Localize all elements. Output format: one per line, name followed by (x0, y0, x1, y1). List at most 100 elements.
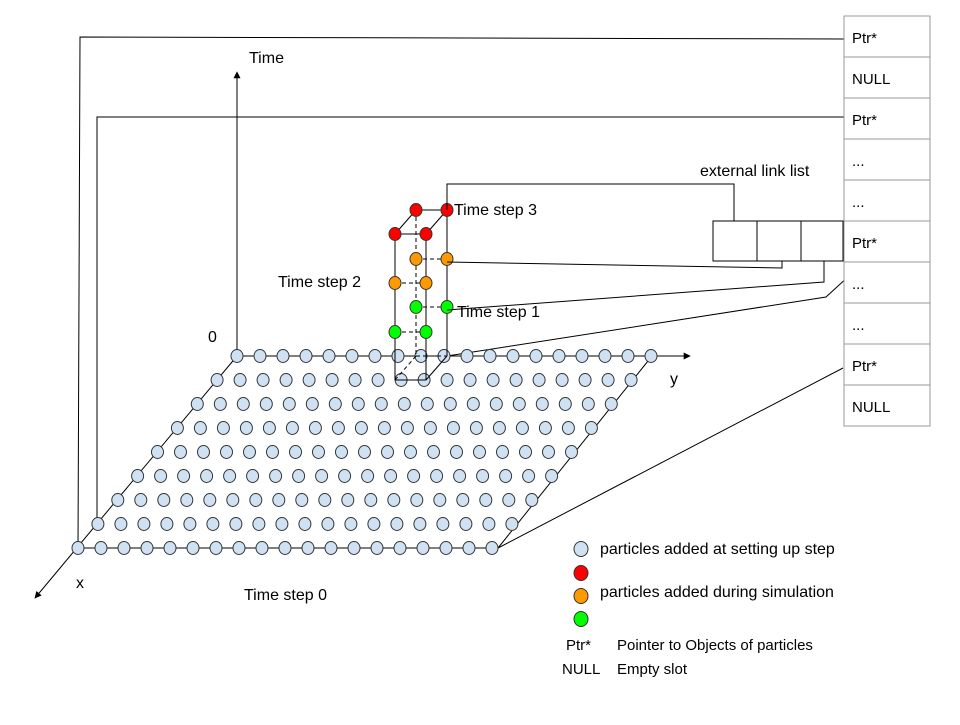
legend-setup-text: particles added at setting up step (600, 541, 835, 558)
particle-setup (370, 541, 384, 555)
particle-setup (509, 373, 523, 387)
particle-setup (558, 397, 572, 411)
particle-setup (345, 349, 359, 363)
particle-setup (436, 517, 450, 531)
particle-setup (190, 397, 204, 411)
particle-setup (213, 397, 227, 411)
particle-setup (282, 397, 296, 411)
particle-setup (519, 445, 532, 459)
particle-setup (371, 373, 385, 387)
particle-setup (137, 517, 151, 531)
particle-setup (404, 445, 417, 459)
particle-setup (289, 445, 302, 459)
particle-setup (134, 493, 148, 507)
legend-null-desc: Empty slot (617, 661, 688, 678)
particle-setup (407, 469, 421, 483)
pointer-array-cell (843, 179, 931, 222)
particle-setup (361, 469, 375, 483)
particle-setup (197, 445, 210, 459)
particle-setup (252, 517, 266, 531)
particle-setup (420, 397, 434, 411)
particle-setup (367, 517, 381, 531)
particle-setup (324, 541, 338, 555)
particle-green (409, 300, 423, 314)
particle-setup (117, 541, 131, 555)
particle-setup (545, 469, 559, 483)
pointer-array-cell (843, 220, 931, 263)
particle-red (388, 227, 402, 241)
particle-orange (409, 252, 423, 266)
legend-ptr-desc: Pointer to Objects of particles (617, 637, 813, 654)
particle-green (440, 300, 454, 314)
pointer-array-cell-label: ... (852, 317, 865, 334)
particle-setup (236, 397, 250, 411)
legend-swatch-red (573, 565, 589, 581)
particle-setup (584, 421, 598, 435)
time-step-0-label: Time step 0 (244, 587, 327, 604)
legend: particles added at setting up step parti… (562, 541, 835, 678)
particle-setup (344, 517, 358, 531)
particle-setup (485, 541, 499, 555)
legend-swatch-orange (573, 588, 589, 604)
particle-setup (459, 517, 473, 531)
particle-setup (233, 373, 247, 387)
particle-setup (348, 373, 362, 387)
pointer-array-cell-label: Ptr* (852, 358, 877, 375)
particle-setup (440, 373, 454, 387)
legend-simulation-text: particles added during simulation (600, 584, 834, 601)
particle-setup (499, 469, 513, 483)
pointer-array-cell (843, 97, 931, 140)
particle-setup (174, 445, 187, 459)
pointer-array-cell-label: NULL (852, 71, 890, 88)
particle-setup (410, 493, 424, 507)
particle-setup (154, 469, 168, 483)
particle-setup (460, 349, 474, 363)
particle-setup (71, 541, 85, 555)
particle-setup (239, 421, 253, 435)
external-list-label: external link list (700, 163, 810, 180)
particle-setup (351, 397, 365, 411)
particle-setup (347, 541, 361, 555)
particle-setup (229, 517, 243, 531)
particle-setup (397, 397, 411, 411)
particle-setup (276, 349, 290, 363)
particle-setup (479, 493, 493, 507)
connector-step2 (446, 261, 783, 269)
particle-orange (388, 276, 402, 290)
particle-setup (453, 469, 467, 483)
particle-setup (249, 493, 263, 507)
particle-setup (163, 541, 177, 555)
particle-setup (482, 517, 496, 531)
particle-setup (338, 469, 352, 483)
particle-setup (170, 421, 184, 435)
legend-swatch-setup (573, 541, 589, 557)
particle-setup (433, 493, 447, 507)
pointer-array-cell (843, 384, 931, 427)
particle-setup (354, 421, 368, 435)
particle-setup (299, 349, 313, 363)
particle-setup (430, 469, 444, 483)
particle-setup (243, 445, 256, 459)
external-list-cell (712, 220, 758, 262)
particle-setup (463, 373, 477, 387)
particle-setup (384, 469, 398, 483)
particle-setup (358, 445, 371, 459)
particle-setup (94, 541, 108, 555)
particle-setup (381, 445, 394, 459)
particle-setup (473, 445, 486, 459)
particle-setup (561, 421, 575, 435)
particle-setup (278, 541, 292, 555)
particle-setup (387, 493, 401, 507)
time-step-1-label: Time step 1 (457, 304, 540, 321)
particle-red (419, 227, 433, 241)
particle-setup (321, 517, 335, 531)
connector-ptr-9 (497, 367, 844, 549)
particle-setup (529, 349, 543, 363)
particle-setup (413, 517, 427, 531)
particle-setup (427, 445, 440, 459)
particle-setup (644, 349, 658, 363)
particle-green (388, 325, 402, 339)
particle-setup (226, 493, 240, 507)
setup-particle-grid (71, 349, 658, 555)
particle-setup (302, 373, 316, 387)
